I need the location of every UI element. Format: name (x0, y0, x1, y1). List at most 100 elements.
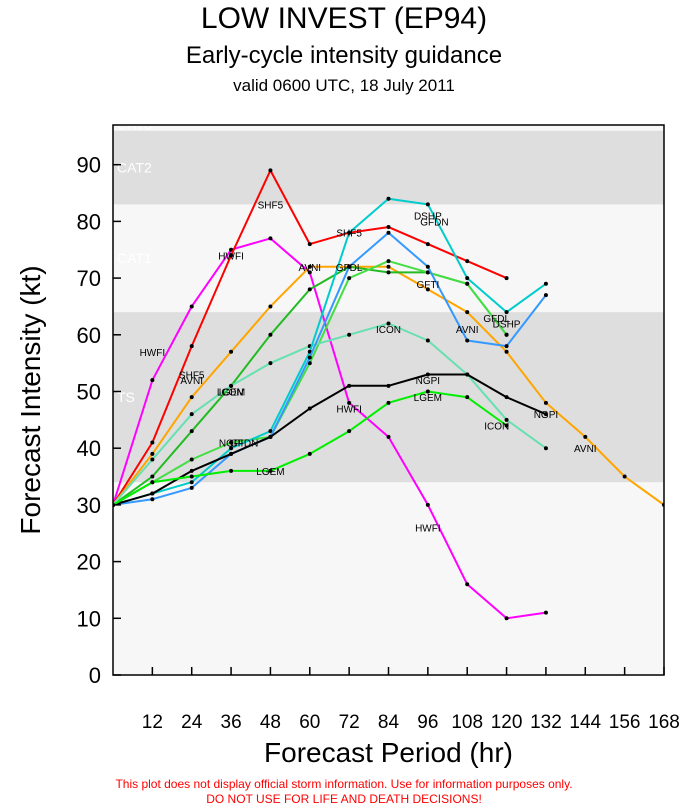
series-point-hwfi (229, 247, 234, 252)
series-point-hwfi (347, 400, 352, 405)
series-point-gfdn (504, 344, 509, 349)
series-point-avni (189, 395, 194, 400)
series-point-ngpi (543, 412, 548, 417)
series-point-icon (268, 361, 273, 366)
series-point-lgem (465, 395, 470, 400)
series-point-shf5 (465, 259, 470, 264)
series-point-dshp (229, 446, 234, 451)
series-point-avni (425, 287, 430, 292)
x-tick-label: 120 (491, 712, 523, 733)
series-point-dshp (268, 429, 273, 434)
series-label-ngpi: NGPI (534, 410, 558, 421)
series-point-ngpi (268, 434, 273, 439)
series-label-hwfi: HWFI (218, 251, 244, 262)
series-label-ngpi: NGPI (416, 376, 440, 387)
series-point-icon (425, 338, 430, 343)
series-point-avni (307, 264, 312, 269)
series-point-ngpi (504, 395, 509, 400)
series-point-avni (543, 400, 548, 405)
series-point-avni (386, 264, 391, 269)
series-point-hwfi (150, 378, 155, 383)
series-point-shf5 (425, 242, 430, 247)
series-point-lgem (504, 423, 509, 428)
series-point-gfdl (307, 361, 312, 366)
series-point-hwfi (307, 270, 312, 275)
series-point-dshp (189, 480, 194, 485)
series-point-shf5 (268, 168, 273, 173)
series-point-icon (543, 446, 548, 451)
y-tick-label: 10 (77, 606, 101, 631)
series-point-gfdn (425, 264, 430, 269)
series-label-dshp: DSHP (414, 212, 442, 223)
series-point-lgem (425, 389, 430, 394)
series-point-hwfi (189, 304, 194, 309)
series-label-shf5: SHF5 (179, 370, 205, 381)
series-label-hwfi: HWFI (336, 405, 362, 416)
series-label-hwfi: HWFI (415, 524, 441, 535)
series-point-gfdn (386, 230, 391, 235)
series-point-gfdl (347, 276, 352, 281)
series-label-hwfi: HWFI (140, 348, 166, 359)
series-label-avni: AVNI (574, 444, 597, 455)
series-point-ngpi (347, 383, 352, 388)
y-tick-label: 60 (77, 323, 101, 348)
band-label-cat2: CAT2 (117, 160, 152, 176)
series-label-ngpi: NGPI (219, 439, 243, 450)
series-point-gfdn (465, 338, 470, 343)
series-point-dshp (504, 310, 509, 315)
series-point-gfdn (307, 355, 312, 360)
y-tick-label: 30 (77, 493, 101, 518)
series-point-icon (229, 383, 234, 388)
x-tick-label: 72 (339, 712, 360, 733)
series-point-lgem (150, 480, 155, 485)
x-tick-label: 24 (181, 712, 203, 733)
series-point-gfti (189, 429, 194, 434)
band-label-ts: TS (117, 389, 135, 405)
series-point-ngpi (150, 491, 155, 496)
series-line-hwfi (113, 237, 547, 620)
y-tick-label: 0 (89, 663, 101, 688)
chart-title: LOW INVEST (EP94) (200, 2, 488, 35)
x-tick-label: 108 (451, 712, 483, 733)
series-point-gfdl (504, 332, 509, 337)
series-point-gfti (307, 287, 312, 292)
series-point-shf5 (189, 344, 194, 349)
series-group (113, 168, 664, 621)
series-point-gfdn (150, 497, 155, 502)
series-point-ngpi (229, 451, 234, 456)
band-cat3 (113, 125, 664, 131)
y-tick-label: 50 (77, 379, 101, 404)
y-tick-label: 20 (77, 550, 101, 575)
x-axis-label: Forecast Period (hr) (264, 737, 513, 768)
series-point-gfdl (425, 270, 430, 275)
series-label-gfdl: GFDL (336, 263, 363, 274)
series-point-avni (150, 451, 155, 456)
series-point-lgem (189, 474, 194, 479)
series-point-icon (347, 332, 352, 337)
series-point-icon (386, 321, 391, 326)
band-cat2 (113, 130, 664, 205)
series-point-ngpi (189, 468, 194, 473)
series-point-shf5 (229, 253, 234, 258)
series-point-ngpi (425, 372, 430, 377)
y-tick-label: 80 (77, 209, 101, 234)
series-point-gfdl (229, 440, 234, 445)
series-point-lgem (386, 400, 391, 405)
series-point-ngpi (465, 372, 470, 377)
series-point-shf5 (150, 440, 155, 445)
series-label-icon: ICON (219, 387, 244, 398)
disclaimer-line-2: DO NOT USE FOR LIFE AND DEATH DECISIONS! (206, 792, 482, 806)
series-point-ngpi (386, 383, 391, 388)
series-point-gfdl (465, 281, 470, 286)
band-label-cat1: CAT1 (117, 250, 152, 266)
series-point-gfti (150, 474, 155, 479)
x-tick-label: 144 (569, 712, 601, 733)
series-line-gfdn (113, 231, 547, 506)
series-point-gfti (268, 332, 273, 337)
band-cat1 (113, 204, 664, 313)
intensity-chart: TSCAT1CAT2CAT3HWFIHWFIHWFIHWFISHF5SHF5SH… (15, 124, 680, 768)
series-label-icon: ICON (484, 422, 509, 433)
series-label-lgem: LGEM (256, 467, 284, 478)
series-point-dshp (347, 230, 352, 235)
series-point-dshp (386, 196, 391, 201)
